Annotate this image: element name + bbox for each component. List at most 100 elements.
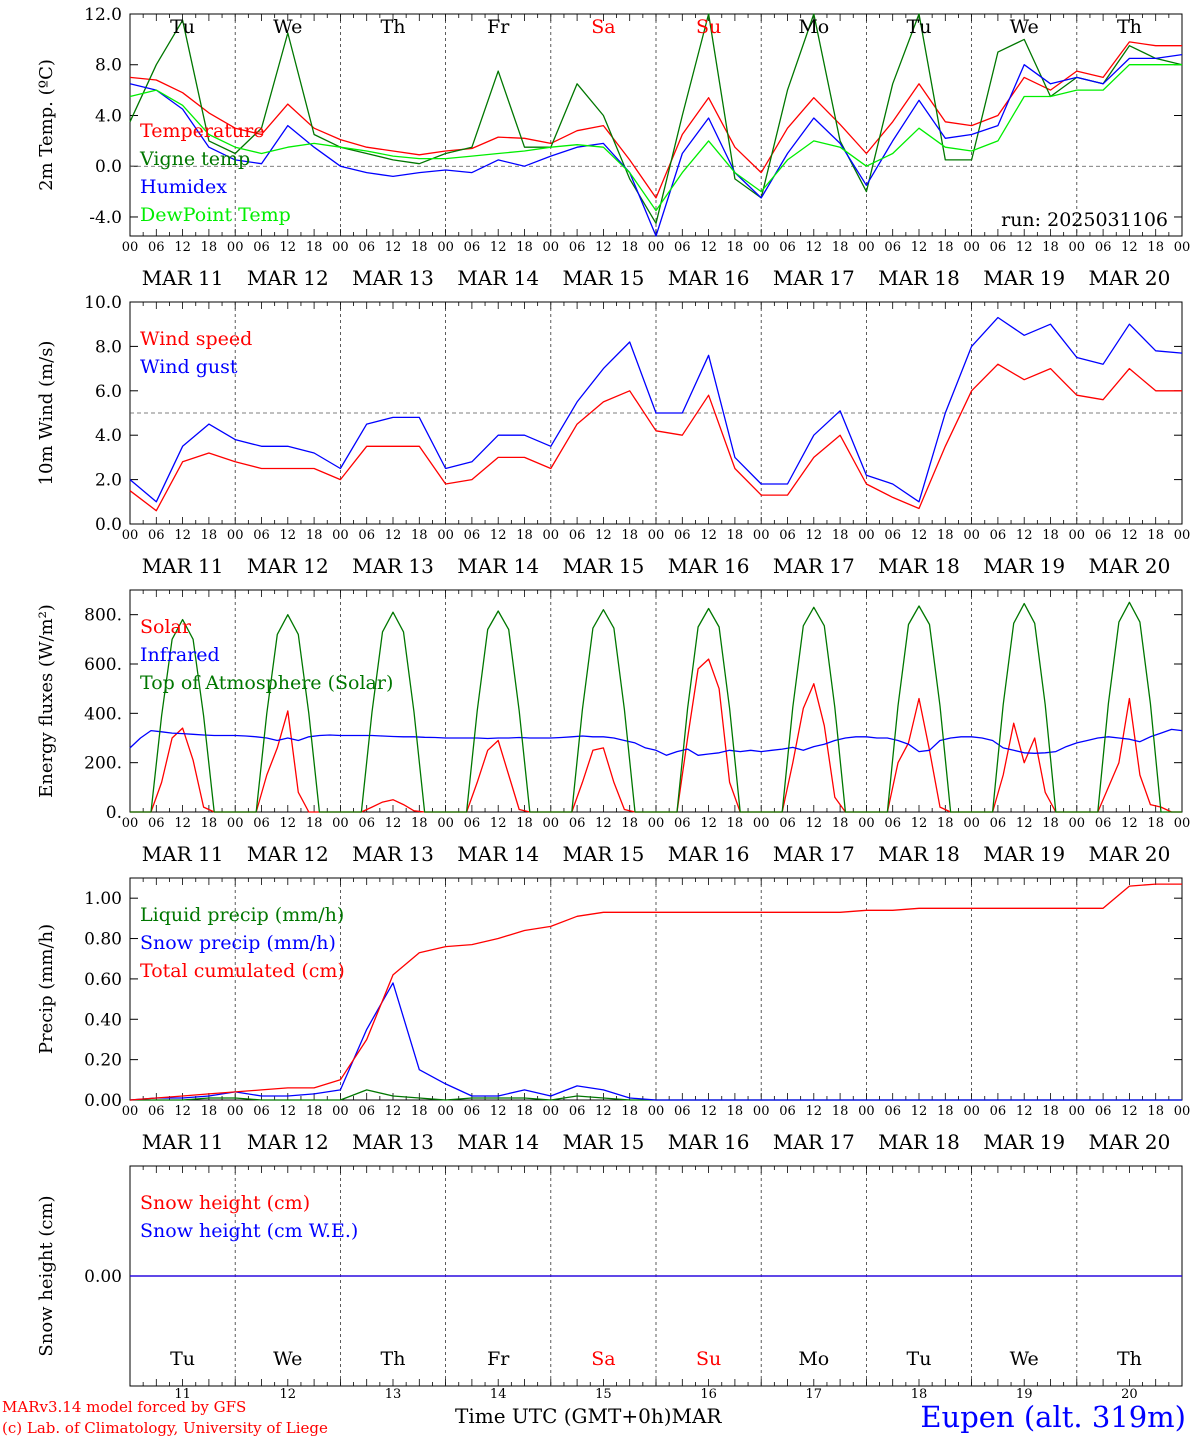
hour-label: 12 xyxy=(806,240,823,255)
hour-label: 00 xyxy=(858,240,875,255)
y-tick-label: 4.0 xyxy=(95,426,122,446)
y-tick-label: 0.00 xyxy=(84,1267,122,1287)
hour-label: 00 xyxy=(753,240,770,255)
hour-label: 00 xyxy=(858,528,875,543)
legend-item: DewPoint Temp xyxy=(140,204,291,226)
hour-label: 12 xyxy=(490,240,507,255)
hour-label: 18 xyxy=(727,816,744,831)
day-number-label: 17 xyxy=(806,1387,823,1400)
date-label: MAR 13 xyxy=(352,554,434,578)
hour-label: 06 xyxy=(884,1104,901,1119)
hour-label: 18 xyxy=(411,528,428,543)
hour-label: 06 xyxy=(358,528,375,543)
hour-label: 06 xyxy=(358,816,375,831)
hour-label: 18 xyxy=(1147,240,1164,255)
hour-label: 18 xyxy=(1042,1104,1059,1119)
hour-label: 00 xyxy=(1069,1104,1086,1119)
series-line xyxy=(129,363,1182,512)
date-label: MAR 14 xyxy=(457,554,539,578)
hour-label: 12 xyxy=(700,528,717,543)
hour-label: 12 xyxy=(595,816,612,831)
hour-label: 12 xyxy=(911,528,928,543)
y-tick-label: 8.0 xyxy=(95,56,122,76)
day-number-label: 13 xyxy=(385,1387,402,1400)
hour-label: 00 xyxy=(543,1104,560,1119)
hour-label: 12 xyxy=(1016,528,1033,543)
y-tick-label: 0. xyxy=(106,803,122,823)
hour-label: 00 xyxy=(648,240,665,255)
hour-label: 00 xyxy=(648,816,665,831)
legend-item: Top of Atmosphere (Solar) xyxy=(140,672,393,694)
weekday-label: Th xyxy=(1117,1348,1142,1370)
hour-label: 06 xyxy=(779,240,796,255)
date-label: MAR 13 xyxy=(352,266,434,290)
date-label: MAR 20 xyxy=(1089,842,1171,866)
weekday-label: Tu xyxy=(907,1348,932,1370)
hour-label: 18 xyxy=(727,1104,744,1119)
hour-label: 00 xyxy=(858,1104,875,1119)
hour-label: 18 xyxy=(201,816,218,831)
y-tick-label: 6.0 xyxy=(95,382,122,402)
weekday-label: Th xyxy=(1117,16,1142,38)
hour-label: 00 xyxy=(858,816,875,831)
series-line xyxy=(129,883,1182,1101)
hour-label: 18 xyxy=(1147,528,1164,543)
hour-label: 00 xyxy=(122,528,139,543)
date-label: MAR 17 xyxy=(773,842,855,866)
series-line xyxy=(129,982,1182,1101)
hour-label: 18 xyxy=(516,528,533,543)
hour-label: 06 xyxy=(779,1104,796,1119)
hour-label: 06 xyxy=(1095,528,1112,543)
hour-label: 00 xyxy=(332,528,349,543)
hour-label: 00 xyxy=(227,1104,244,1119)
hour-label: 06 xyxy=(990,816,1007,831)
hour-label: 00 xyxy=(648,528,665,543)
day-number-label: 18 xyxy=(911,1387,928,1400)
hour-label: 00 xyxy=(227,816,244,831)
hour-label: 00 xyxy=(332,816,349,831)
day-number-label: 11 xyxy=(174,1387,191,1400)
hour-label: 18 xyxy=(306,240,323,255)
date-label: MAR 11 xyxy=(142,266,224,290)
date-label: MAR 18 xyxy=(878,266,960,290)
series-line xyxy=(130,601,1182,813)
day-number-label: 14 xyxy=(490,1387,507,1400)
hour-label: 12 xyxy=(280,1104,297,1119)
hour-label: 18 xyxy=(832,816,849,831)
hour-label: 18 xyxy=(411,816,428,831)
weekday-label: Sa xyxy=(591,1348,615,1370)
hour-label: 18 xyxy=(1042,816,1059,831)
hour-label: 00 xyxy=(963,528,980,543)
hour-label: 12 xyxy=(280,816,297,831)
hour-label: 06 xyxy=(1095,816,1112,831)
hour-label: 06 xyxy=(253,816,270,831)
hour-label: 12 xyxy=(280,240,297,255)
hour-label: 12 xyxy=(174,1104,191,1119)
hour-label: 06 xyxy=(148,528,165,543)
date-label: MAR 16 xyxy=(668,266,750,290)
hour-label: 18 xyxy=(621,816,638,831)
hour-label: 18 xyxy=(727,528,744,543)
hour-label: 12 xyxy=(700,816,717,831)
date-label: MAR 14 xyxy=(457,842,539,866)
hour-label: 06 xyxy=(674,1104,691,1119)
hour-label: 00 xyxy=(543,816,560,831)
hour-label: 12 xyxy=(174,240,191,255)
y-axis-title: 2m Temp. (ºC) xyxy=(36,59,57,191)
hour-label: 18 xyxy=(937,816,954,831)
hour-label: 00 xyxy=(1069,240,1086,255)
hour-label: 06 xyxy=(148,240,165,255)
hour-label: 12 xyxy=(595,528,612,543)
hour-label: 06 xyxy=(148,1104,165,1119)
hour-label: 06 xyxy=(779,816,796,831)
model-credit: MARv3.14 model forced by GFS xyxy=(2,1398,247,1416)
weekday-label: Tu xyxy=(907,16,932,38)
copyright: (c) Lab. of Climatology, University of L… xyxy=(2,1419,328,1437)
hour-label: 12 xyxy=(1121,528,1138,543)
y-tick-label: 800. xyxy=(84,606,122,626)
hour-label: 06 xyxy=(464,240,481,255)
y-tick-label: 0.00 xyxy=(84,1091,122,1111)
hour-label: 06 xyxy=(358,1104,375,1119)
y-tick-label: 400. xyxy=(84,704,122,724)
hour-label: 00 xyxy=(332,240,349,255)
